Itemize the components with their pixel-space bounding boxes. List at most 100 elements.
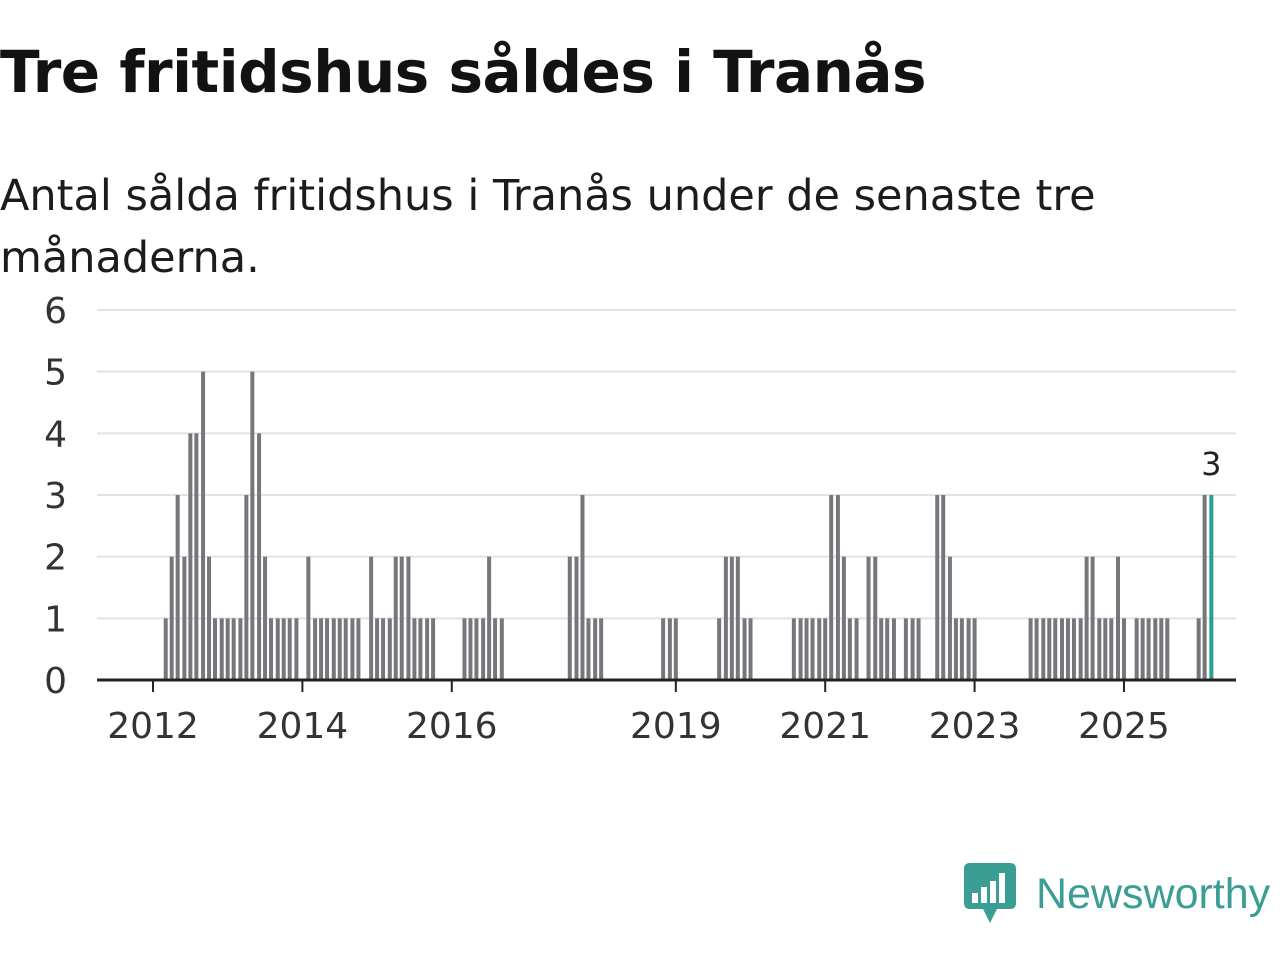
bar <box>269 618 274 680</box>
bar <box>425 618 430 680</box>
bar <box>891 618 896 680</box>
bar <box>1159 618 1164 680</box>
bar <box>182 556 187 680</box>
bar <box>804 618 809 680</box>
y-tick-label-4: 4 <box>44 414 67 455</box>
bar <box>474 618 479 680</box>
bar <box>586 618 591 680</box>
bar <box>1053 618 1058 680</box>
x-tick-label-2019: 2019 <box>630 706 722 747</box>
bar <box>375 618 380 680</box>
bar <box>418 618 423 680</box>
bar <box>1103 618 1108 680</box>
x-tick-label-2021: 2021 <box>779 706 871 747</box>
x-tick-label-2014: 2014 <box>257 706 349 747</box>
bar <box>275 618 280 680</box>
y-tick-label-5: 5 <box>44 353 67 394</box>
data-label-0: 3 <box>1201 445 1221 483</box>
bar <box>250 371 255 680</box>
bar <box>910 618 915 680</box>
bar <box>1165 618 1170 680</box>
bar <box>219 618 224 680</box>
bar <box>343 618 348 680</box>
chart-title: Tre fritidshus såldes i Tranås <box>0 38 927 106</box>
bar <box>1140 618 1145 680</box>
bar <box>431 618 436 680</box>
bar <box>213 618 218 680</box>
bar <box>1090 556 1095 680</box>
bar <box>1034 618 1039 680</box>
bar <box>487 556 492 680</box>
bar <box>412 618 417 680</box>
y-tick-label-6: 6 <box>44 291 67 332</box>
bar <box>972 618 977 680</box>
bar <box>723 556 728 680</box>
bar <box>873 556 878 680</box>
bar <box>661 618 666 680</box>
bar <box>406 556 411 680</box>
bar <box>313 618 318 680</box>
bar <box>387 618 392 680</box>
bar <box>748 618 753 680</box>
bar <box>1202 495 1207 680</box>
bar <box>879 618 884 680</box>
bar <box>194 433 199 680</box>
bar <box>499 618 504 680</box>
bar <box>175 495 180 680</box>
bar <box>1078 618 1083 680</box>
bar <box>567 556 572 680</box>
bar <box>903 618 908 680</box>
bar <box>847 618 852 680</box>
bar <box>1041 618 1046 680</box>
bar <box>599 618 604 680</box>
newsworthy-logo: Newsworthy <box>964 862 1270 926</box>
bar <box>399 556 404 680</box>
bar <box>493 618 498 680</box>
bar <box>941 495 946 680</box>
bar <box>729 556 734 680</box>
bar <box>835 495 840 680</box>
bar <box>1134 618 1139 680</box>
bar <box>1097 618 1102 680</box>
bar-chart-speech-bubble-icon <box>964 863 1016 923</box>
bar <box>593 618 598 680</box>
bar <box>468 618 473 680</box>
x-tick-label-2012: 2012 <box>107 706 199 747</box>
bar <box>935 495 940 680</box>
bar <box>947 556 952 680</box>
bar <box>169 556 174 680</box>
bar <box>350 618 355 680</box>
bar <box>1047 618 1052 680</box>
bar <box>817 618 822 680</box>
bar <box>238 618 243 680</box>
bar <box>866 556 871 680</box>
bar <box>798 618 803 680</box>
bar <box>916 618 921 680</box>
bar <box>393 556 398 680</box>
bar <box>331 618 336 680</box>
bar <box>481 618 486 680</box>
bar <box>1028 618 1033 680</box>
bar <box>1153 618 1158 680</box>
bar <box>462 618 467 680</box>
bar <box>574 556 579 680</box>
bar <box>1084 556 1089 680</box>
bar <box>356 618 361 680</box>
bar <box>287 618 292 680</box>
x-tick-label-2025: 2025 <box>1078 706 1170 747</box>
bar <box>325 618 330 680</box>
y-tick-label-1: 1 <box>44 599 67 640</box>
bar <box>294 618 299 680</box>
bar <box>735 556 740 680</box>
bar <box>369 556 374 680</box>
bar <box>231 618 236 680</box>
bar <box>673 618 678 680</box>
bar <box>742 618 747 680</box>
x-tick-label-2016: 2016 <box>406 706 498 747</box>
bar <box>829 495 834 680</box>
bar <box>319 618 324 680</box>
bar <box>953 618 958 680</box>
bar <box>306 556 311 680</box>
bar <box>841 556 846 680</box>
bar <box>1059 618 1064 680</box>
